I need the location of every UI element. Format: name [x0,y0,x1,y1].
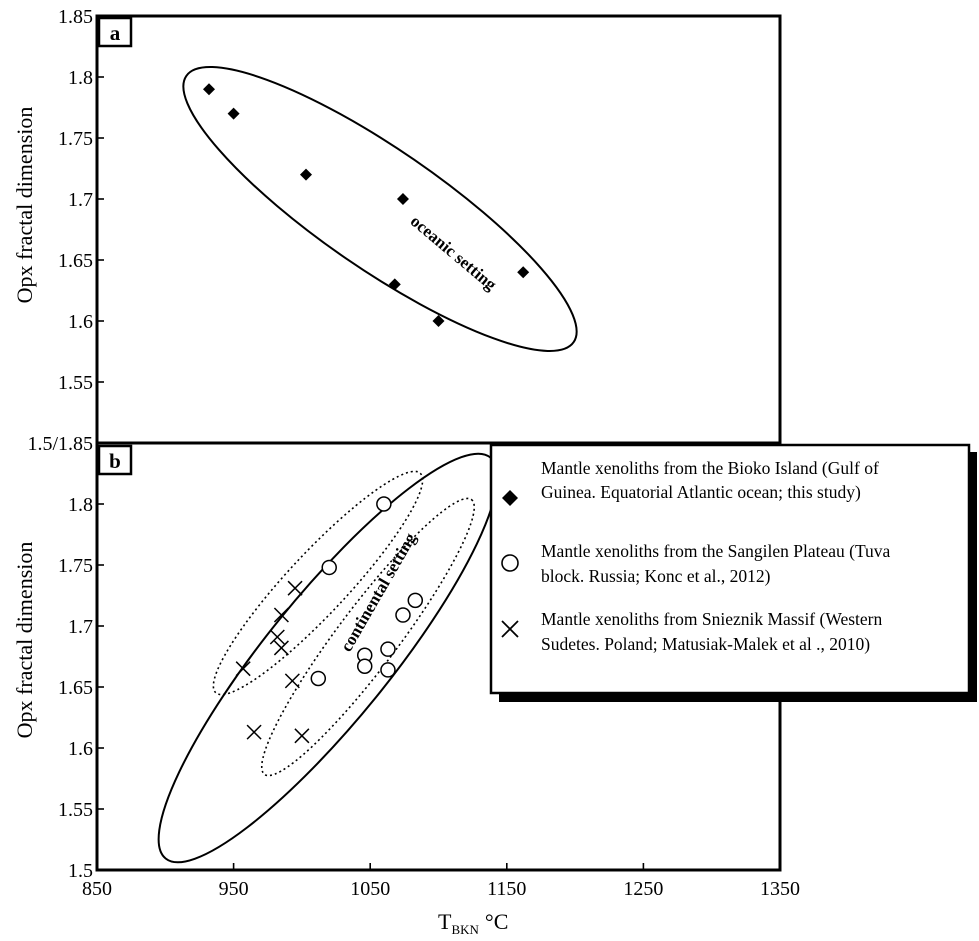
cross-point [284,673,300,689]
circle-point [395,607,411,623]
diamond-point [227,107,240,120]
legend-box [489,443,971,695]
y-tick-label: 1.65 [58,677,93,699]
cross-point [269,629,285,645]
x-tick-label: 1050 [350,878,390,900]
legend-item-1-line-2: Guinea. Equatorial Atlantic ocean; this … [541,482,861,502]
legend-item-1-line-1: Mantle xenoliths from the Bioko Island (… [541,458,879,478]
circle-point [380,641,396,657]
y-tick-label: 1.8 [68,67,93,89]
legend-circle-marker [501,554,519,572]
y-tick-label: 1.5/1.85 [27,433,93,455]
y-tick-label: 1.85 [58,6,93,28]
cross-point [273,607,289,623]
x-tick-label: 1150 [487,878,526,900]
sangilen-dotted-ellipse [260,497,476,777]
snieznik-dotted-ellipse [212,470,424,696]
x-tick-label: 1350 [760,878,800,900]
diamond-point [203,83,216,96]
oceanic-setting-ellipse [182,66,578,352]
x-axis-title-subscript: BKN [451,922,479,937]
y-tick-label: 1.55 [58,372,93,394]
panel-a-y-ticks: 1.85 1.8 1.75 1.7 1.65 1.6 1.55 1.5/1.85 [27,6,104,455]
diamond-point [396,193,409,205]
legend-item-3-line-1: Mantle xenoliths from Snieznik Massif (W… [541,609,882,629]
legend: Mantle xenoliths from the Bioko Island (… [489,443,977,702]
y-tick-label: 1.7 [68,616,93,638]
circle-point [380,662,396,678]
diamond-point [299,168,312,181]
y-tick-label: 1.7 [68,189,93,211]
panel-b-y-axis-title: Opx fractal dimension [12,542,37,739]
x-tick-label: 1250 [623,878,663,900]
continental-setting-label: continental setting [337,529,421,655]
legend-diamond-marker [502,490,518,506]
legend-cross-marker [501,620,519,638]
y-tick-label: 1.65 [58,250,93,272]
oceanic-setting-label: oceanic setting [407,211,501,294]
panel-a-label: a [110,21,121,45]
panel-b-label-box [97,444,133,476]
cross-point [235,661,251,677]
diamond-point [432,315,445,327]
circle-point [310,670,327,687]
legend-item-2-line-2: block. Russia; Konc et al., 2012) [541,566,771,586]
circle-point [356,658,373,675]
circle-point [376,496,392,512]
y-tick-label: 1.75 [58,128,93,150]
panel-a-points [203,83,530,327]
cross-point [246,724,262,740]
x-tick-label: 850 [82,878,112,900]
legend-item-3-line-2: Sudetes. Poland; Matusiak-Malek et al .,… [541,634,870,654]
diamond-point [517,266,530,279]
cross-point [287,580,303,596]
continental-setting-ellipse [157,452,499,864]
panel-b-points [235,496,424,744]
panel-a: a 1.85 1.8 1.75 1.7 1.65 1.6 1.55 1.5/1.85 Opx … [12,6,782,455]
cross-point [294,728,310,744]
circle-point [321,559,337,576]
x-axis-title: TBKN °C [438,909,508,937]
y-tick-label: 1.6 [68,738,93,760]
y-tick-label: 1.5 [68,860,93,882]
panel-a-label-box [97,16,133,48]
panel-b: b 1.8 1.75 1.7 1.65 1.6 1.55 1.5 850 950 1050 115… [12,441,977,937]
panel-a-y-axis-title: Opx fractal dimension [12,107,37,304]
legend-item-2-line-1: Mantle xenoliths from the Sangilen Plate… [541,541,891,561]
panel-b-y-ticks: 1.8 1.75 1.7 1.65 1.6 1.55 1.5 [58,494,104,882]
panel-b-x-ticks: 850 950 1050 1150 1250 1350 [82,863,800,900]
x-tick-label: 950 [219,878,249,900]
y-tick-label: 1.55 [58,799,93,821]
x-axis-title-unit: °C [485,909,508,934]
y-tick-label: 1.6 [68,311,93,333]
x-axis-title-main: T [438,909,452,934]
panel-b-label: b [109,449,121,473]
y-tick-label: 1.8 [68,494,93,516]
y-tick-label: 1.75 [58,555,93,577]
cross-point [273,640,289,656]
circle-point [407,592,424,609]
diamond-point [388,278,401,291]
